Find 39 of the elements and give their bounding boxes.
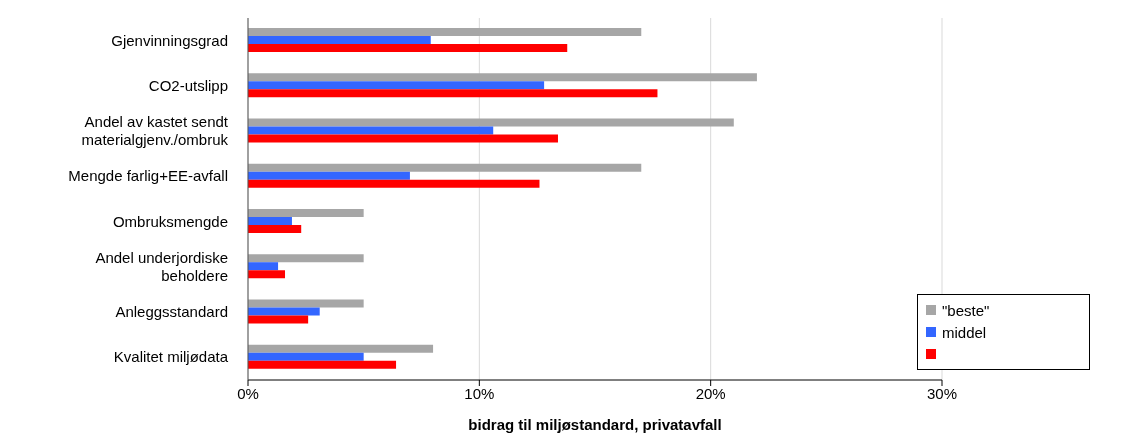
bar [248,73,757,82]
bar [248,299,364,308]
y-tick-label: CO2-utslipp [148,76,228,94]
y-tick-label: Andel av kastet sendt materialgjenv./ombruk [81,113,229,149]
x-tick-label: 10% [464,384,495,402]
bar [248,43,568,52]
bar [248,179,540,188]
bar [248,35,431,44]
legend-label: "beste" [942,301,990,319]
bar [248,262,279,271]
bar [248,270,286,279]
bar [248,224,302,233]
bar [248,208,364,217]
y-tick-label: Kvalitet miljødata [113,348,229,366]
bar [248,216,292,225]
x-tick-label: 30% [926,384,958,402]
bar [248,89,658,98]
bar [248,134,558,143]
x-tick-label: 0% [237,384,259,402]
legend-label: middel [942,323,987,341]
bar [248,171,410,180]
bar [248,360,397,369]
bar [248,315,309,324]
y-tick-label: Gjenvinningsgrad [111,31,228,49]
bar [248,254,364,263]
bar [248,81,545,90]
x-axis-title: bidrag til miljøstandard, privatavfall [468,416,722,433]
y-tick-label: Andel underjordiske beholdere [95,248,228,284]
bar [248,344,434,353]
y-tick-label: Mengde farlig+EE-avfall [68,167,228,185]
bar [248,126,494,135]
bar [248,118,734,127]
y-tick-label: Anleggsstandard [115,303,228,321]
y-tick-label: Ombruksmengde [112,212,228,230]
bar [248,27,642,36]
bar [248,352,364,361]
bar [248,163,642,172]
x-tick-label: 20% [695,384,726,402]
bar [248,307,320,316]
